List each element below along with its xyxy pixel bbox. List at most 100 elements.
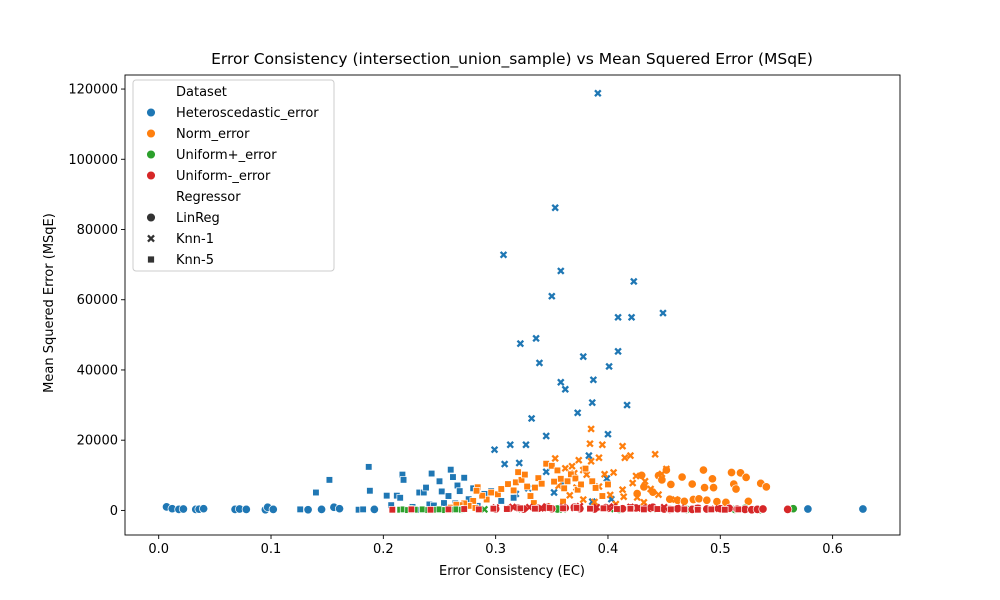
data-point (472, 487, 481, 495)
data-point (504, 480, 512, 488)
data-point (698, 465, 708, 475)
data-point (734, 505, 742, 514)
data-point (586, 439, 594, 448)
data-point (460, 505, 468, 513)
data-point (497, 485, 505, 493)
data-point (525, 503, 534, 511)
y-tick-label: 0 (110, 504, 118, 519)
data-point (542, 468, 550, 476)
data-point (709, 483, 719, 493)
data-point (653, 505, 662, 513)
data-point (630, 277, 638, 286)
x-tick-label: 0.5 (710, 542, 731, 557)
data-point (449, 473, 457, 481)
data-point (241, 504, 251, 514)
data-point (571, 474, 580, 483)
data-point (603, 474, 611, 483)
data-point (522, 441, 530, 449)
data-point (758, 504, 768, 514)
data-point (553, 466, 562, 475)
data-point (577, 480, 585, 489)
data-point (422, 483, 430, 492)
data-point (521, 470, 529, 479)
data-point (516, 339, 525, 348)
data-point (621, 454, 629, 462)
legend-dataset-marker (146, 149, 156, 160)
data-point (726, 467, 737, 478)
data-point (626, 505, 635, 513)
data-point (662, 465, 671, 473)
legend-dataset-marker (146, 170, 156, 181)
data-point (506, 441, 514, 449)
data-point (178, 504, 188, 514)
x-tick-label: 0.0 (148, 542, 169, 557)
data-point (563, 477, 572, 485)
data-point (667, 505, 675, 514)
data-point (369, 504, 379, 514)
data-point (614, 313, 622, 322)
data-point (618, 442, 627, 450)
legend-regressor-label: LinReg (176, 211, 220, 226)
data-point (575, 456, 583, 464)
data-point (761, 482, 771, 492)
data-point (581, 464, 590, 473)
data-point (503, 505, 511, 513)
data-point (568, 462, 576, 470)
data-point (535, 359, 544, 367)
data-point (595, 454, 603, 462)
x-tick-label: 0.6 (822, 542, 843, 557)
data-point (312, 488, 320, 497)
data-point (480, 505, 489, 514)
data-point (557, 378, 565, 386)
data-point (594, 89, 602, 97)
data-point (618, 485, 627, 494)
y-tick-label: 40000 (77, 363, 118, 378)
data-point (694, 506, 702, 514)
data-point (783, 504, 793, 514)
legend-dataset-marker (146, 107, 156, 118)
data-point (646, 485, 655, 493)
data-point (515, 459, 523, 467)
data-point (671, 495, 680, 504)
y-tick-label: 100000 (68, 153, 118, 168)
legend-dataset-label: Uniform+_error (176, 148, 277, 163)
data-point (396, 494, 404, 502)
data-point (731, 484, 741, 494)
data-point (365, 463, 373, 471)
data-point (561, 385, 570, 393)
data-point (388, 506, 396, 514)
legend-dataset-heading: Dataset (176, 85, 227, 100)
data-point (489, 505, 498, 513)
data-point (588, 477, 596, 485)
data-point (707, 505, 715, 514)
data-point (633, 493, 641, 502)
data-point (560, 484, 568, 492)
data-point (680, 505, 688, 514)
chart-title: Error Consistency (intersection_union_sa… (211, 50, 813, 69)
data-point (456, 487, 464, 495)
data-point (600, 470, 609, 478)
data-point (383, 492, 391, 500)
data-point (551, 204, 559, 212)
data-point (803, 504, 813, 514)
data-point (721, 506, 729, 514)
data-point (444, 492, 453, 500)
data-point (599, 504, 608, 512)
data-point (551, 454, 559, 463)
data-point (605, 362, 613, 371)
legend: Dataset Heteroscedastic_error Norm_error Un… (132, 79, 335, 272)
data-point (628, 479, 637, 487)
data-point (587, 457, 595, 465)
data-point (640, 505, 648, 514)
axes: 0.0 0.1 0.2 0.3 0.4 0.5 0.6 0 20000 40000 60000 800… (68, 74, 901, 557)
data-point (550, 488, 558, 497)
data-point (526, 492, 535, 500)
data-point (623, 401, 631, 409)
data-point (741, 472, 751, 482)
y-tick-label: 20000 (77, 434, 118, 449)
data-point (444, 505, 453, 514)
data-point (707, 474, 717, 484)
data-point (666, 479, 676, 489)
data-point (557, 267, 565, 275)
